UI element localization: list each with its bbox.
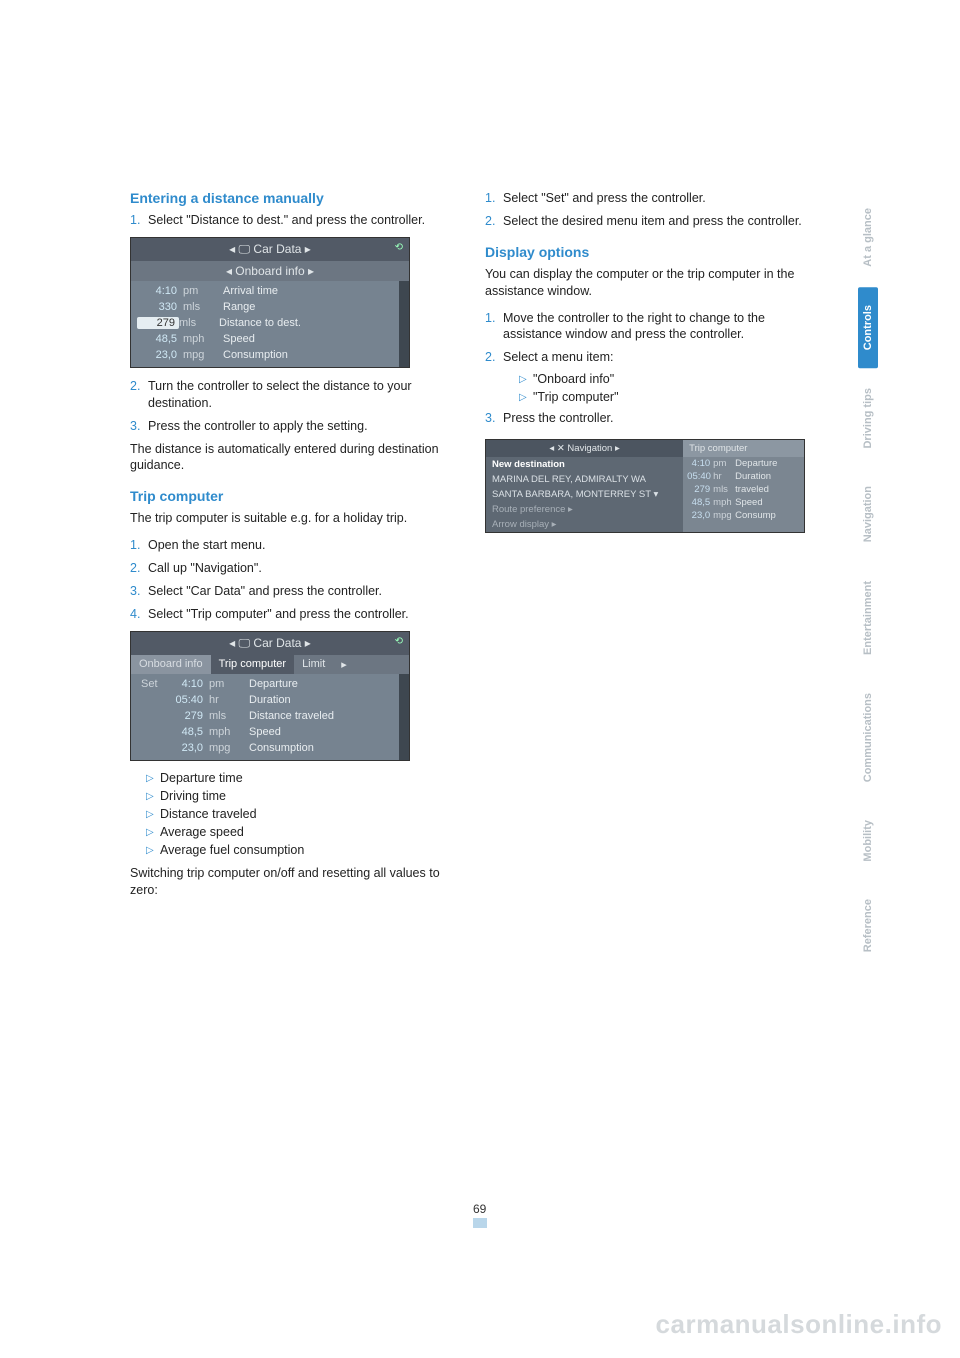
data-row: 48,5mphSpeed [131,724,399,740]
data-row: 4:10pmDeparture [683,457,804,470]
list-item: 1. Select "Distance to dest." and press … [130,212,455,229]
paragraph: Switching trip computer on/off and reset… [130,865,455,899]
car-data-screenshot-2: ◂ 🖵 Car Data ▸ ⟲ Onboard infoTrip comput… [130,631,410,761]
data-row: 23,0mpgConsumption [131,740,399,756]
bullet-item: ▷Average speed [130,825,455,839]
side-tab[interactable]: Entertainment [858,563,878,673]
data-row: 23,0mpgConsump [683,509,804,522]
data-row: 279mlstraveled [683,483,804,496]
data-row: Set4:10pmDeparture [131,676,399,692]
nav-line: SANTA BARBARA, MONTERREY ST ▾ [486,487,683,502]
heading-trip-computer: Trip computer [130,488,455,504]
list-item: 2.Select a menu item: [485,349,810,366]
tab: Onboard info [131,655,211,674]
left-column: Entering a distance manually 1. Select "… [130,190,455,908]
data-row: 48,5mphSpeed [131,331,399,347]
data-rows: 4:10pmArrival time330mlsRange279mlsDista… [131,281,399,367]
nav-line: Route preference ▸ [486,502,683,517]
navigation-screenshot: ◂ ✕ Navigation ▸ New destinationMARINA D… [485,439,805,533]
list-item: 1.Move the controller to the right to ch… [485,310,810,344]
side-tab[interactable]: Driving tips [858,370,878,467]
screenshot-header: ◂ 🖵 Car Data ▸ ⟲ [131,238,409,261]
list-item: 3.Press the controller. [485,410,810,427]
tab: Limit [294,655,333,674]
tab-arrow-icon: ▸ [333,655,355,674]
bullet-item: ▷Average fuel consumption [130,843,455,857]
corner-icon: ⟲ [395,242,403,253]
bullet-item: ▷Distance traveled [130,807,455,821]
tab-bar: Onboard infoTrip computerLimit▸ [131,655,409,674]
watermark: carmanualsonline.info [656,1309,942,1340]
side-tabs: At a glanceControlsDriving tipsNavigatio… [858,190,880,973]
data-row: 330mlsRange [131,299,399,315]
data-row: 05:40hrDuration [683,470,804,483]
bullet-item: ▷Driving time [130,789,455,803]
header-text: ◂ 🖵 Car Data ▸ [229,636,311,650]
list-item: 1.Open the start menu. [130,537,455,554]
bullet-item: ▷"Onboard info" [503,372,810,386]
right-column: 1.Select "Set" and press the controller.… [485,190,810,908]
scrollbar [399,281,409,367]
scrollbar [399,674,409,760]
step-text: Select "Distance to dest." and press the… [148,212,455,229]
nav-line: Arrow display ▸ [486,517,683,532]
paragraph: You can display the computer or the trip… [485,266,810,300]
list-item: 2.Select the desired menu item and press… [485,213,810,230]
paragraph: The distance is automatically entered du… [130,441,455,475]
step-number: 1. [130,212,148,229]
header-text: ◂ 🖵 Car Data ▸ [229,242,311,256]
list-item: 2.Call up "Navigation". [130,560,455,577]
list-item: 1.Select "Set" and press the controller. [485,190,810,207]
screenshot-header: ◂ 🖵 Car Data ▸ ⟲ [131,632,409,655]
side-tab[interactable]: At a glance [858,190,878,285]
side-tab[interactable]: Reference [858,881,878,970]
data-row: 279mlsDistance to dest. [131,315,399,331]
bullet-item: ▷Departure time [130,771,455,785]
nav-header: ◂ ✕ Navigation ▸ [486,440,683,457]
trip-header: Trip computer [683,440,804,457]
page-number: 69 [473,1202,487,1228]
list-item: 4.Select "Trip computer" and press the c… [130,606,455,623]
screenshot-subheader: ◂ Onboard info ▸ [131,261,409,281]
data-row: 05:40hrDuration [131,692,399,708]
data-row: 279mlsDistance traveled [131,708,399,724]
side-tab[interactable]: Communications [858,675,878,800]
list-item: 2.Turn the controller to select the dist… [130,378,455,412]
side-tab[interactable]: Navigation [858,468,878,560]
nav-line: New destination [486,457,683,472]
list-item: 3.Press the controller to apply the sett… [130,418,455,435]
side-tab[interactable]: Mobility [858,802,878,880]
data-rows: Set4:10pmDeparture05:40hrDuration279mlsD… [131,674,399,760]
nav-line: MARINA DEL REY, ADMIRALTY WA [486,472,683,487]
bullet-item: ▷"Trip computer" [503,390,810,404]
data-row: 4:10pmArrival time [131,283,399,299]
car-data-screenshot-1: ◂ 🖵 Car Data ▸ ⟲ ◂ Onboard info ▸ 4:10pm… [130,237,410,368]
paragraph: The trip computer is suitable e.g. for a… [130,510,455,527]
heading-display-options: Display options [485,244,810,260]
data-row: 48,5mphSpeed [683,496,804,509]
side-tab[interactable]: Controls [858,287,878,368]
nav-left-pane: ◂ ✕ Navigation ▸ New destinationMARINA D… [486,440,683,532]
tab: Trip computer [211,655,294,674]
list-item: 3.Select "Car Data" and press the contro… [130,583,455,600]
data-row: 23,0mpgConsumption [131,347,399,363]
nav-right-pane: Trip computer 4:10pmDeparture05:40hrDura… [683,440,804,532]
heading-entering-distance: Entering a distance manually [130,190,455,206]
corner-icon: ⟲ [395,636,403,647]
